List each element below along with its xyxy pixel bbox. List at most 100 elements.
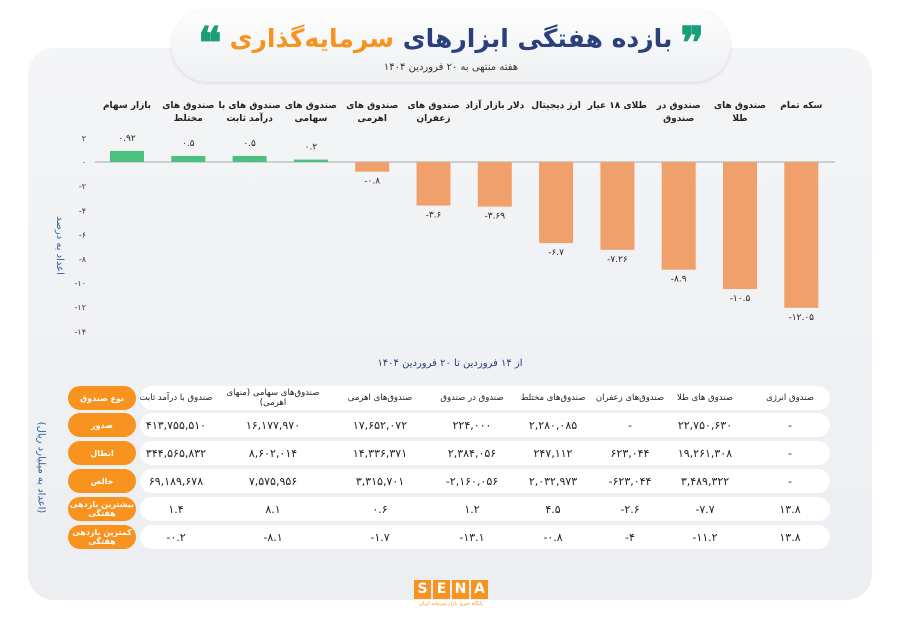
category-label: صندوق های سهامی xyxy=(284,101,337,124)
table-cell: -۷.۷ xyxy=(695,502,715,516)
table-cell: ۱۴,۳۳۶,۳۷۱ xyxy=(352,446,408,460)
table-cell: -۰.۲ xyxy=(166,530,186,544)
row-stripe xyxy=(140,497,830,521)
column-header: صندوق‌های زعفران xyxy=(595,393,665,403)
bar-value-label: -۰.۸ xyxy=(364,177,380,187)
category-label: بازار سهام xyxy=(102,101,152,111)
row-stripe xyxy=(140,441,830,465)
y-tick-label: -۱۲ xyxy=(75,303,86,312)
category-label: صندوق های طلا xyxy=(713,101,767,124)
y-tick-label: -۸ xyxy=(79,255,87,264)
table-cell: ۰.۶ xyxy=(372,502,388,516)
table-row: کمترین بازدهی هفتگی -۰.۲ -۸.۱ -۱.۷ -۱۳.۱ -۰.۸… xyxy=(68,525,830,549)
bar xyxy=(784,162,819,308)
bar-value-label: -۱۰.۵ xyxy=(730,294,751,304)
column-header: صندوق های طلا xyxy=(677,393,733,403)
table-cell: ۱۳.۸ xyxy=(779,502,801,516)
bar xyxy=(477,162,512,207)
table-row: ابطال ۳۴۴,۵۶۵,۸۳۲ ۸,۶۰۲,۰۱۴ ۱۴,۳۳۶,۳۷۱ ۲,۳۸۴… xyxy=(68,441,830,465)
column-header: صندوق‌های سهامی (منهای اهرمی) xyxy=(226,388,320,408)
table-header-row: نوع صندوق صندوق با درآمد ثابت صندوق‌های سه… xyxy=(68,386,830,410)
x-axis-label: از ۱۴ فروردین تا ۲۰ فروردین ۱۴۰۴ xyxy=(377,358,523,369)
table-cell: ۶۹,۱۸۹,۶۷۸ xyxy=(148,474,204,488)
table-cell: ۲,۳۸۴,۰۵۶ xyxy=(447,446,497,460)
row-label: بیشترین بازدهی هفتگی xyxy=(68,497,136,521)
column-header: صندوق با درآمد ثابت xyxy=(139,393,213,403)
table-cell: -۸.۱ xyxy=(263,530,283,544)
bar-value-label: -۱۲.۰۵ xyxy=(789,313,815,323)
table-cell: ۸,۶۰۲,۰۱۴ xyxy=(248,446,298,460)
table-row: خالص ۶۹,۱۸۹,۶۷۸ ۷,۵۷۵,۹۵۶ ۳,۳۱۵,۷۰۱ -۲,۱۶۰,۰… xyxy=(68,469,830,493)
category-label: صندوق های زعفران xyxy=(407,101,460,124)
table-unit-label: (اعداد به میلیارد ریال) xyxy=(35,421,47,514)
table-row: بیشترین بازدهی هفتگی ۱.۴ ۸.۱ ۰.۶ ۱.۲ ۴.۵ -۲.۶ -… xyxy=(68,497,830,521)
bar xyxy=(723,162,757,290)
bar-value-label: -۸.۹ xyxy=(671,275,687,285)
category-label: سکه تمام xyxy=(780,101,823,111)
table-cell: ۲,۲۸۰,۰۸۵ xyxy=(528,418,578,432)
bar xyxy=(661,162,696,270)
bar xyxy=(539,162,574,244)
table-cell: ۲۲,۷۵۰,۶۳۰ xyxy=(677,418,733,432)
table-cell: ۸.۱ xyxy=(265,502,281,516)
category-label: صندوق در صندوق xyxy=(656,101,701,124)
bar-value-label: ۰.۵ xyxy=(182,139,195,149)
y-tick-label: ۰ xyxy=(82,158,86,167)
bar-value-label: -۶.۷ xyxy=(548,248,564,258)
category-label: ارز دیجیتال xyxy=(531,101,581,111)
table-cell: ۱.۲ xyxy=(464,502,480,516)
row-stripe xyxy=(140,413,830,437)
logo-tagline: پایگاه خبری بازار سرمایه ایران xyxy=(419,601,483,607)
column-header: صندوق انرژی xyxy=(766,393,814,403)
bar-value-label: -۷.۲۶ xyxy=(607,255,628,265)
row-label: کمترین بازدهی هفتگی xyxy=(68,525,136,549)
logo-letter: E xyxy=(433,580,450,599)
table-row: صدور ۴۱۳,۷۵۵,۵۱۰ ۱۶,۱۷۷,۹۷۰ ۱۷,۶۵۲,۰۷۲ ۲۲۴,۰… xyxy=(68,413,830,437)
bar-value-label: ۰.۵ xyxy=(243,139,256,149)
bar xyxy=(416,162,451,206)
bar-value-label: ۰.۹۲ xyxy=(118,134,136,144)
quote-close-icon: ❝ xyxy=(198,18,222,69)
column-header: صندوق‌های اهرمی xyxy=(347,393,413,403)
table-cell: ۴۱۳,۷۵۵,۵۱۰ xyxy=(145,418,207,432)
category-label: طلای ۱۸ عیار xyxy=(587,101,647,111)
y-tick-label: -۱۴ xyxy=(75,327,86,336)
row-stripe xyxy=(140,525,830,549)
bar xyxy=(232,155,267,162)
table-cell: -۱۳.۱ xyxy=(459,530,485,544)
table-cell: - xyxy=(788,474,792,488)
table-cell: ۲۲۴,۰۰۰ xyxy=(452,418,492,432)
table-cell: -۶۲۳,۰۴۴ xyxy=(608,474,652,488)
bar-value-label: -۳.۶ xyxy=(426,211,442,221)
logo-letter: A xyxy=(471,580,488,599)
category-label: صندوق های مختلط xyxy=(162,101,215,124)
bar xyxy=(171,155,206,162)
table-cell: - xyxy=(788,446,792,460)
bar xyxy=(293,159,328,162)
logo-letter: S xyxy=(414,580,431,599)
y-axis-label: اعداد به درصد xyxy=(53,216,65,275)
y-tick-label: -۴ xyxy=(79,206,86,215)
row-label: صدور xyxy=(68,413,136,437)
table-cell: ۷,۵۷۵,۹۵۶ xyxy=(248,474,298,488)
table-cell: ۳۴۴,۵۶۵,۸۳۲ xyxy=(145,446,207,460)
quote-open-icon: ❞ xyxy=(680,18,704,69)
bar-value-label: -۳.۶۹ xyxy=(484,212,505,222)
bar-value-label: ۰.۲ xyxy=(305,143,318,153)
row-stripe xyxy=(140,386,830,410)
title-main: بازده هفتگی ابزارهای xyxy=(402,24,673,53)
title-banner: ❞ ❝ بازده هفتگی ابزارهای سرمایه‌گذاری هف… xyxy=(172,10,730,82)
table-cell: - xyxy=(628,418,632,432)
table-cell: ۶۲۳,۰۴۴ xyxy=(610,446,650,460)
bar-chart: ۲ ۰ -۲ -۴ -۶ -۸ -۱۰ -۱۲ -۱۴ ۰.۹۲ ۰.۵ ۰.۵ ۰.۲ -۰.۸ -۳.۶… xyxy=(75,134,835,336)
table-cell: ۳,۴۸۹,۳۲۲ xyxy=(680,474,730,488)
column-header: صندوق در صندوق xyxy=(440,393,504,403)
table-cell: -۲,۱۶۰,۰۵۶ xyxy=(445,474,499,488)
table-cell: ۱۶,۱۷۷,۹۷۰ xyxy=(245,418,301,432)
row-stripe xyxy=(140,469,830,493)
bar xyxy=(600,162,635,250)
subtitle: هفته منتهی به ۲۰ فروردین ۱۴۰۴ xyxy=(383,62,519,73)
table-cell: ۴.۵ xyxy=(545,502,561,516)
